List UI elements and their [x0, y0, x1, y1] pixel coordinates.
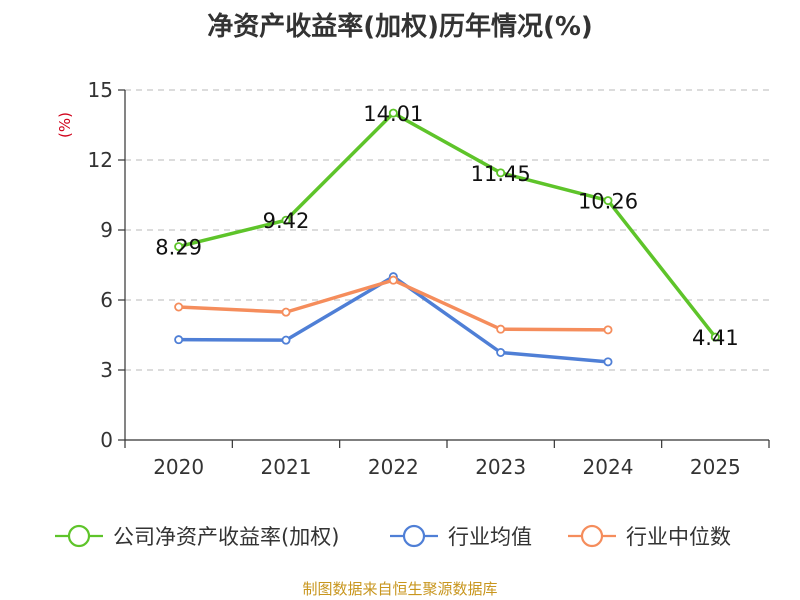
y-axis-label: (%): [56, 112, 74, 138]
y-tick-label: 3: [100, 358, 113, 382]
legend-label: 行业中位数: [626, 525, 731, 549]
y-tick-label: 15: [88, 78, 113, 102]
data-point: [496, 168, 506, 178]
series-line: [176, 278, 610, 332]
data-label: 8.29: [155, 236, 202, 260]
data-point: [281, 335, 291, 345]
x-tick-label: 2024: [583, 455, 634, 479]
y-tick-label: 6: [100, 288, 113, 312]
data-label: 11.45: [471, 162, 531, 186]
data-label: 9.42: [263, 209, 310, 233]
data-point: [496, 324, 506, 334]
data-point: [603, 196, 613, 206]
series-line: [176, 274, 610, 364]
data-point: [281, 307, 291, 317]
source-note: 制图数据来自恒生聚源数据库: [302, 580, 498, 598]
data-point: [603, 357, 613, 367]
data-point: [174, 335, 184, 345]
legend-marker: [580, 524, 604, 548]
x-tick-label: 2020: [153, 455, 204, 479]
y-tick-label: 0: [100, 428, 113, 452]
data-point: [388, 108, 398, 118]
data-point: [388, 275, 398, 285]
x-tick-label: 2021: [261, 455, 312, 479]
data-point: [710, 332, 720, 342]
series-line: [176, 111, 718, 339]
x-tick-label: 2023: [475, 455, 526, 479]
data-label: 4.41: [692, 326, 739, 350]
y-tick-label: 12: [88, 148, 113, 172]
legend-label: 行业均值: [448, 525, 532, 549]
legend-label: 公司净资产收益率(加权): [113, 525, 339, 549]
data-point: [496, 347, 506, 357]
y-tick-label: 9: [100, 218, 113, 242]
data-label: 10.26: [578, 190, 638, 214]
x-tick-label: 2025: [690, 455, 741, 479]
data-point: [603, 325, 613, 335]
legend-marker: [402, 524, 426, 548]
data-label: 14.01: [363, 102, 423, 126]
data-point: [174, 302, 184, 312]
data-point: [174, 242, 184, 252]
chart-title: 净资产收益率(加权)历年情况(%): [207, 12, 593, 42]
data-point: [281, 215, 291, 225]
x-tick-label: 2022: [368, 455, 419, 479]
legend-marker: [67, 524, 91, 548]
